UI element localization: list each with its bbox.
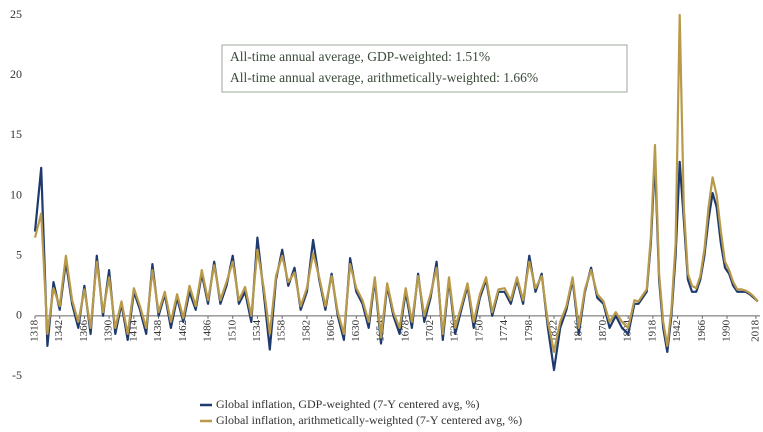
y-tick-label: -5	[12, 368, 22, 382]
x-tick-label: 1918	[646, 319, 658, 342]
x-tick-label: 1390	[103, 319, 115, 342]
x-tick-label: 1366	[78, 319, 90, 342]
x-tick-label: 1510	[226, 319, 238, 342]
x-tick-label: 1486	[202, 319, 214, 342]
x-tick-label: 1966	[696, 319, 708, 342]
x-tick-label: 1318	[29, 319, 41, 342]
x-tick-label: 1678	[399, 319, 411, 342]
y-tick-label: 20	[10, 67, 22, 81]
x-tick-label: 1990	[721, 319, 733, 342]
x-tick-label: 1798	[523, 319, 535, 342]
x-tick-label: 2018	[749, 319, 761, 342]
x-tick-label: 1774	[498, 319, 510, 342]
annotation: All-time annual average, GDP-weighted: 1…	[230, 49, 490, 64]
x-tick-label: 1462	[177, 320, 189, 342]
y-tick-label: 0	[16, 308, 22, 322]
y-tick-label: 15	[10, 127, 22, 141]
x-tick-label: 1438	[152, 319, 164, 342]
y-tick-label: 10	[10, 187, 22, 201]
annotation: All-time annual average, arithmetically-…	[230, 70, 538, 85]
y-tick-label: 25	[10, 7, 22, 21]
legend-label: Global inflation, arithmetically-weighte…	[216, 413, 522, 427]
x-tick-label: 1534	[251, 319, 263, 342]
annotation-box	[221, 44, 628, 93]
x-tick-label: 1702	[424, 320, 436, 342]
legend-label: Global inflation, GDP-weighted (7-Y cent…	[216, 397, 479, 411]
x-tick-label: 1582	[300, 320, 312, 342]
x-tick-label: 1558	[276, 319, 288, 342]
y-tick-label: 5	[16, 247, 22, 261]
x-tick-label: 1342	[53, 320, 65, 342]
series-line	[33, 13, 759, 353]
x-tick-label: 1606	[325, 319, 337, 342]
x-tick-label: 1630	[350, 319, 362, 342]
x-tick-label: 1942	[671, 320, 683, 342]
x-tick-label: 1750	[473, 319, 485, 342]
x-tick-label: 1870	[597, 319, 609, 342]
